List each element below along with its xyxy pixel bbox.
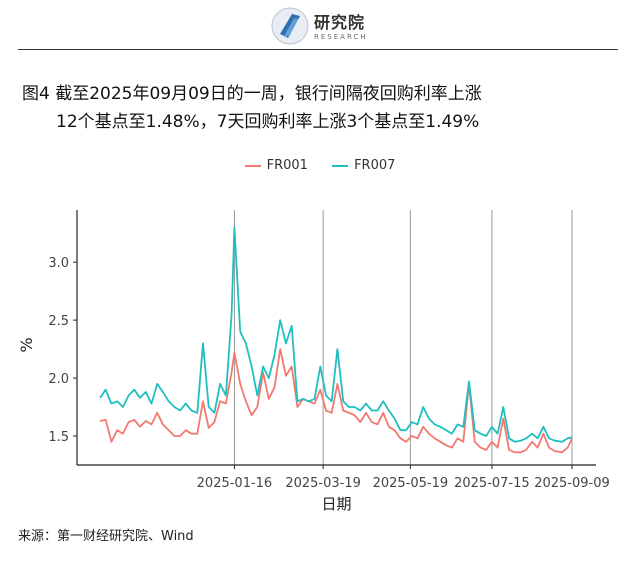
title-line-1: 图4 截至2025年09月09日的一周，银行间隔夜回购利率上涨 [22,84,482,104]
legend-label-fr007: FR007 [354,158,396,173]
x-tick-label-1: 2025-03-19 [285,476,361,491]
header-divider [18,49,618,50]
legend-item-fr007: FR007 [332,158,395,173]
chart-title: 图4 截至2025年09月09日的一周，银行间隔夜回购利率上涨 12个基点至1.… [22,80,482,136]
logo-subtext: RESEARCH [314,33,368,41]
series-line-fr007 [99,226,573,443]
legend-item-fr001: FR001 [244,158,308,173]
y-tick-label-0: 1.5 [48,430,69,445]
y-tick-label-2: 2.5 [48,314,69,329]
y-tick-label-1: 2.0 [48,372,69,387]
title-line-2: 12个基点至1.48%，7天回购利率上涨3个基点至1.49% [56,112,480,132]
research-logo: 研究院 RESEARCH [270,6,380,46]
legend-swatch-fr001 [244,164,261,167]
x-tick-label-3: 2025-07-15 [454,476,530,491]
y-tick-label-3: 3.0 [48,256,69,271]
legend-label-fr001: FR001 [266,158,308,173]
y-axis-label: % [17,337,36,352]
series-line-fr001 [99,348,573,454]
x-axis-label: 日期 [321,495,351,513]
x-tick-label-4: 2025-09-09 [534,476,610,491]
source-note: 来源：第一财经研究院、Wind [18,529,194,544]
logo-text: 研究院 [314,13,366,32]
logo-emblem-icon [271,7,309,45]
x-tick-label-0: 2025-01-16 [197,476,273,491]
x-tick-label-2: 2025-05-19 [373,476,449,491]
legend-swatch-fr007 [332,164,349,167]
chart-legend: FR001 FR007 [0,158,640,173]
